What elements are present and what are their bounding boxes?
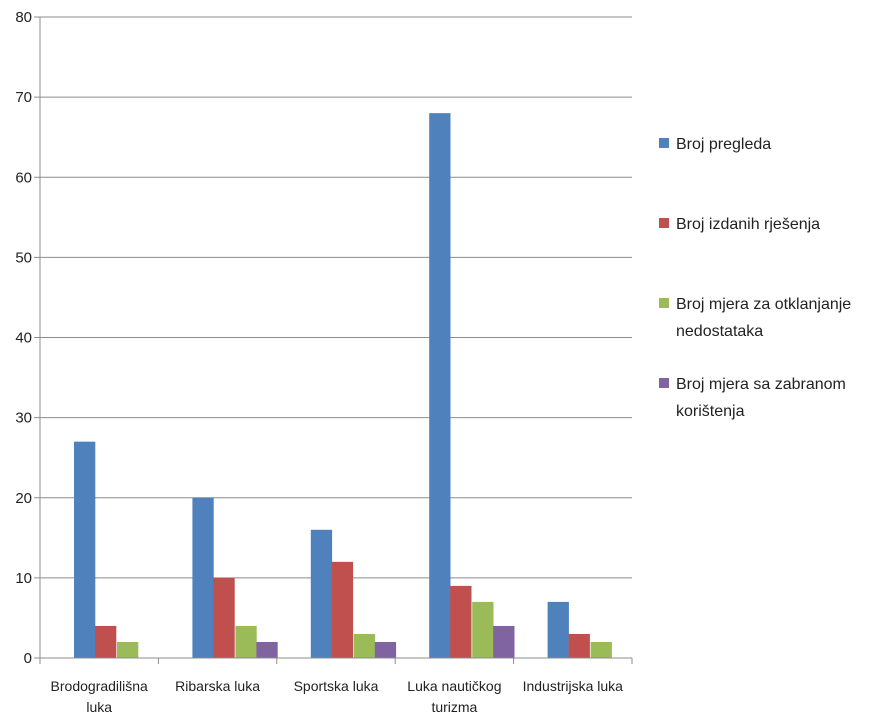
y-tick-label: 20 [15,490,32,507]
legend-item: Broj mjera za otklanjanje nedostataka [659,296,851,340]
legend-swatch [659,298,669,308]
x-tick-label: Ribarska luka [175,678,260,694]
y-tick-label: 60 [15,169,32,186]
gridlines [40,16,632,579]
bar [590,641,612,658]
bar [256,641,278,658]
legend-swatch [659,218,669,228]
legend-label: Broj mjera sa zabranom [676,376,846,393]
bar [429,113,451,658]
x-tick-label: Industrijska luka [523,678,624,694]
bar [493,625,515,658]
x-tick-label: Luka nautičkog [407,678,501,694]
x-tick-label: luka [86,699,112,715]
legend-item: Broj izdanih rješenja [659,216,820,233]
y-tick-label: 70 [15,89,32,106]
bar [472,601,494,658]
y-tick-label: 0 [24,650,32,667]
legend-swatch [659,378,669,388]
axes: 0 10 20 30 40 50 60 70 80 Brodogradilišna luka Riba… [15,9,633,715]
bar [547,601,569,658]
y-tick-label: 10 [15,570,32,587]
legend-label: Broj mjera za otklanjanje [676,296,851,313]
bar [95,625,117,658]
y-tick-label: 50 [15,249,32,266]
x-tick-label: turizma [431,699,477,715]
legend-item: Broj mjera sa zabranom korištenja [659,376,846,420]
bar [353,633,376,658]
x-tick-label: Sportska luka [294,678,379,694]
bar [310,529,333,658]
bar [192,497,214,658]
legend-label: nedostataka [676,323,763,340]
bar [568,633,590,658]
y-tick-label: 40 [15,330,32,347]
bar [213,577,235,658]
y-tick-label: 80 [15,9,32,26]
legend-label: Broj pregleda [676,136,771,153]
legend-label: Broj izdanih rješenja [676,216,820,233]
bar [74,441,96,658]
bar [117,641,139,658]
bar [450,585,472,658]
bar [331,561,354,658]
legend-swatch [659,138,669,148]
bar [374,641,397,658]
legend: Broj pregleda Broj izdanih rješenja Broj m… [659,136,851,420]
bars [74,113,612,658]
legend-label: korištenja [676,403,745,420]
legend-item: Broj pregleda [659,136,771,153]
y-tick-label: 30 [15,410,32,427]
x-tick-label: Brodogradilišna [51,678,148,694]
bar [235,625,257,658]
